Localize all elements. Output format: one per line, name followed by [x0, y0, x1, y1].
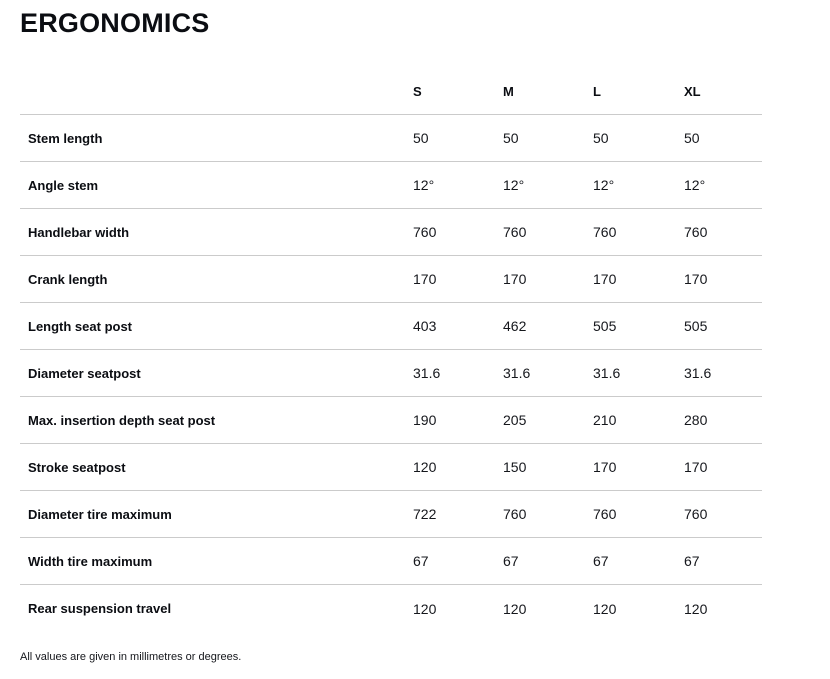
spec-value-xl: 280	[684, 412, 708, 428]
spec-value-xl: 170	[684, 271, 708, 287]
ergonomics-spec-table: S M L XL Stem length 50 50 50 50 Angle s…	[20, 69, 762, 632]
spec-value-s: 190	[413, 412, 437, 428]
spec-value-l: 67	[593, 553, 609, 569]
spec-value-m: 760	[503, 506, 527, 522]
spec-value-s: 403	[413, 318, 437, 334]
spec-label: Diameter seatpost	[28, 365, 141, 381]
table-row: Max. insertion depth seat post 190 205 2…	[20, 397, 762, 444]
spec-value-xl: 67	[684, 553, 700, 569]
spec-label: Angle stem	[28, 177, 99, 193]
column-header-l: L	[593, 84, 601, 99]
column-header-s: S	[413, 84, 422, 99]
spec-value-xl: 31.6	[684, 365, 712, 381]
spec-value-l: 210	[593, 412, 617, 428]
table-row: Stroke seatpost 120 150 170 170	[20, 444, 762, 491]
table-row: Width tire maximum 67 67 67 67	[20, 538, 762, 585]
spec-value-l: 170	[593, 459, 617, 475]
spec-value-l: 760	[593, 224, 617, 240]
table-row: Diameter tire maximum 722 760 760 760	[20, 491, 762, 538]
footnote: All values are given in millimetres or d…	[20, 651, 242, 663]
column-header-m: M	[503, 84, 514, 99]
spec-value-l: 760	[593, 506, 617, 522]
spec-value-xl: 120	[684, 600, 708, 617]
spec-value-m: 67	[503, 553, 519, 569]
spec-label: Rear suspension travel	[28, 601, 172, 616]
spec-value-xl: 170	[684, 459, 708, 475]
spec-value-xl: 760	[684, 224, 708, 240]
spec-value-l: 170	[593, 271, 617, 287]
spec-label: Handlebar width	[28, 224, 130, 240]
spec-value-l: 50	[593, 130, 609, 146]
ergonomics-page: ERGONOMICS S M L XL Stem length 50 50 50…	[20, 8, 762, 663]
spec-value-m: 31.6	[503, 365, 531, 381]
spec-value-l: 120	[593, 600, 617, 617]
table-header-row: S M L XL	[20, 69, 762, 115]
table-row: Rear suspension travel 120 120 120 120	[20, 585, 762, 632]
spec-value-m: 205	[503, 412, 527, 428]
page-title: ERGONOMICS	[20, 8, 210, 38]
spec-label: Diameter tire maximum	[28, 506, 172, 522]
spec-label: Crank length	[28, 271, 108, 287]
table-row: Length seat post 403 462 505 505	[20, 303, 762, 350]
spec-value-xl: 50	[684, 130, 700, 146]
spec-value-s: 170	[413, 271, 437, 287]
spec-value-l: 12°	[593, 177, 615, 193]
spec-value-xl: 505	[684, 318, 708, 334]
table-row: Angle stem 12° 12° 12° 12°	[20, 162, 762, 209]
column-header-xl: XL	[684, 84, 701, 99]
spec-value-xl: 760	[684, 506, 708, 522]
spec-value-s: 12°	[413, 177, 435, 193]
spec-value-s: 760	[413, 224, 437, 240]
spec-value-xl: 12°	[684, 177, 706, 193]
spec-value-l: 505	[593, 318, 617, 334]
table-row: Crank length 170 170 170 170	[20, 256, 762, 303]
table-row: Diameter seatpost 31.6 31.6 31.6 31.6	[20, 350, 762, 397]
spec-value-s: 722	[413, 506, 437, 522]
table-row: Handlebar width 760 760 760 760	[20, 209, 762, 256]
spec-value-l: 31.6	[593, 365, 621, 381]
spec-value-m: 50	[503, 130, 519, 146]
spec-label: Stem length	[28, 130, 103, 146]
spec-label: Stroke seatpost	[28, 459, 126, 475]
spec-label: Length seat post	[28, 318, 133, 334]
spec-label: Max. insertion depth seat post	[28, 412, 216, 428]
spec-value-m: 12°	[503, 177, 525, 193]
spec-value-s: 67	[413, 553, 429, 569]
spec-value-m: 760	[503, 224, 527, 240]
spec-value-s: 31.6	[413, 365, 441, 381]
spec-value-s: 120	[413, 600, 437, 617]
spec-value-m: 170	[503, 271, 527, 287]
spec-value-m: 120	[503, 600, 527, 617]
spec-value-m: 462	[503, 318, 527, 334]
spec-label: Width tire maximum	[28, 553, 153, 569]
spec-value-s: 50	[413, 130, 429, 146]
table-row: Stem length 50 50 50 50	[20, 115, 762, 162]
spec-value-m: 150	[503, 459, 527, 475]
spec-value-s: 120	[413, 459, 437, 475]
